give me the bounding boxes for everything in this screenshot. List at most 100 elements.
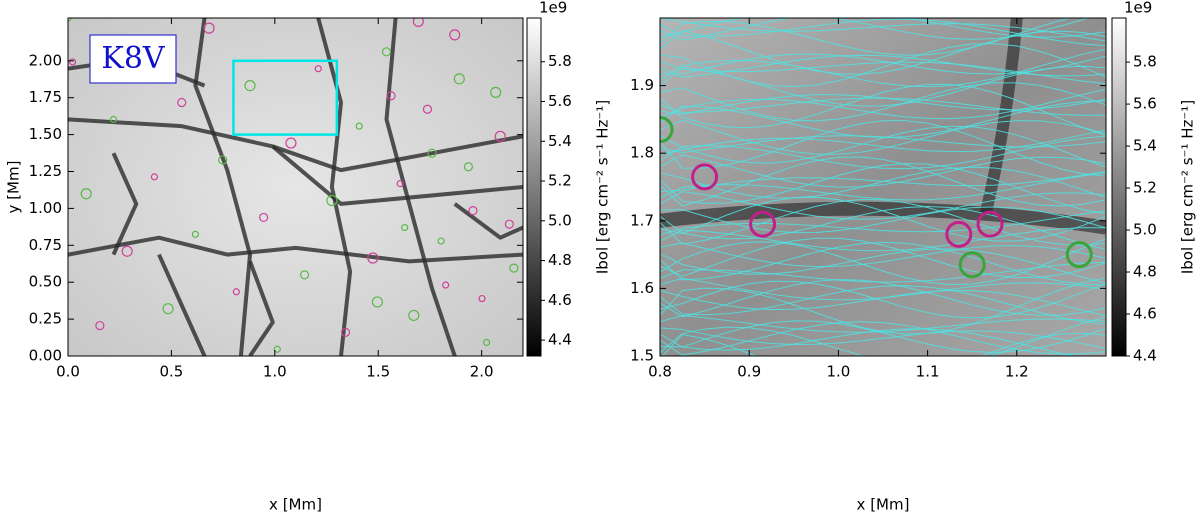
- colorbar-tick-label: 4.8: [548, 251, 572, 269]
- vortex-marker: [478, 294, 486, 303]
- streamline: [660, 88, 1106, 120]
- plot-frame: [67, 17, 524, 357]
- colorbar: [1111, 17, 1127, 357]
- y-tick-label: 0.50: [29, 273, 62, 291]
- y-tick-label: 1.5: [630, 347, 654, 365]
- intergranular-lane: [272, 134, 523, 173]
- image-texture: [660, 18, 1106, 397]
- vortex-marker: [1065, 241, 1093, 269]
- streamline: [660, 321, 1106, 356]
- vortex-marker: [463, 162, 473, 172]
- vortex-marker: [203, 22, 215, 34]
- dark-lane: [979, 18, 1023, 216]
- streamline: [660, 361, 1106, 389]
- x-tick-label: 0.0: [56, 363, 80, 381]
- streamline: [660, 238, 1106, 286]
- y-tick-label: 1.7: [630, 211, 654, 229]
- vortex-marker: [326, 194, 338, 207]
- vortex-marker: [218, 155, 228, 165]
- colorbar-offset: 1e9: [1124, 0, 1152, 17]
- vortex-marker: [749, 210, 777, 238]
- colorbar-tick-label: 4.6: [1133, 305, 1157, 323]
- colorbar-tick-label: 4.4: [1133, 347, 1157, 365]
- streamline: [660, 196, 1106, 242]
- vortex-marker: [121, 245, 133, 257]
- streamline: [660, 241, 1106, 286]
- streamline: [660, 18, 1073, 56]
- x-tick-label: 1.2: [1005, 363, 1029, 381]
- streamline: [660, 364, 1106, 381]
- colorbar-tick-label: 5.8: [548, 52, 572, 70]
- x-tick-label: 1.0: [826, 363, 850, 381]
- streamline: [660, 18, 1106, 41]
- x-axis-label: x [Mm]: [269, 496, 322, 514]
- streamline: [660, 48, 1106, 88]
- streamline: [660, 94, 1106, 115]
- colorbar-tick-label: 5.0: [548, 211, 572, 229]
- vortex-marker: [259, 212, 269, 223]
- streamline: [660, 156, 1106, 207]
- colorbar-tick-label: 4.8: [1133, 263, 1157, 281]
- vortex-marker: [437, 237, 445, 245]
- vortex-marker: [442, 281, 450, 289]
- intergranular-lane: [248, 260, 275, 356]
- intergranular-lane: [384, 18, 457, 356]
- x-tick-label: 1.0: [263, 363, 287, 381]
- y-tick-label: 0.00: [29, 347, 62, 365]
- streamline: [660, 320, 1106, 354]
- x-tick-label: 0.5: [159, 363, 183, 381]
- x-tick-label: 1.5: [366, 363, 390, 381]
- vortex-marker: [80, 188, 92, 200]
- zoom-box: [232, 59, 339, 136]
- y-tick-label: 1.6: [630, 279, 654, 297]
- intergranular-lane: [453, 202, 523, 240]
- vortex-marker: [244, 79, 256, 92]
- vortex-marker: [109, 115, 118, 124]
- colorbar-tick-label: 4.6: [548, 291, 572, 309]
- colorbar-tick-label: 5.6: [1133, 95, 1157, 113]
- streamline: [660, 371, 1106, 397]
- vortex-marker: [468, 206, 478, 216]
- streamline: [660, 154, 1106, 188]
- streamline: [660, 227, 1106, 252]
- vortex-marker: [945, 220, 973, 248]
- vortex-marker: [408, 309, 420, 322]
- y-tick-label: 1.9: [630, 76, 654, 94]
- x-tick-label: 1.1: [916, 363, 940, 381]
- vortex-marker: [355, 122, 363, 130]
- y-tick-label: 1.75: [29, 88, 62, 106]
- streamline: [661, 332, 1106, 356]
- vortex-marker: [504, 219, 514, 229]
- vortex-marker: [68, 58, 77, 66]
- vortex-marker: [177, 97, 187, 108]
- vortex-marker: [396, 180, 404, 188]
- y-tick-label: 0.25: [29, 310, 62, 328]
- vortex-marker: [232, 288, 240, 296]
- vortex-marker: [422, 104, 433, 114]
- streamline: [660, 316, 1106, 356]
- streamline: [660, 135, 1106, 170]
- vortex-marker: [490, 86, 502, 98]
- annotation-box: [89, 34, 177, 84]
- intergranular-lane: [68, 235, 523, 264]
- vortex-marker: [509, 263, 519, 273]
- colorbar-tick-label: 5.4: [1133, 137, 1157, 155]
- streamline: [660, 18, 1106, 47]
- y-tick-label: 0.75: [29, 236, 62, 254]
- intergranular-lane: [193, 18, 252, 356]
- streamline: [660, 119, 1106, 155]
- colorbar-tick-label: 5.4: [548, 132, 572, 150]
- y-tick-label: 1.25: [29, 162, 62, 180]
- colorbar-tick-label: 5.2: [1133, 179, 1157, 197]
- vortex-marker: [191, 230, 199, 238]
- x-tick-label: 2.0: [470, 363, 494, 381]
- colorbar-label: Ibol [erg cm⁻² s⁻¹ Hz⁻¹]: [594, 100, 612, 274]
- plot-frame: [659, 17, 1107, 357]
- streamline: [660, 285, 1106, 325]
- streamline: [660, 170, 1106, 193]
- streamline: [660, 365, 1106, 394]
- streamline: [660, 280, 1106, 319]
- x-tick-label: 0.8: [648, 363, 672, 381]
- vortex-marker: [691, 163, 719, 191]
- streamline: [660, 120, 1106, 177]
